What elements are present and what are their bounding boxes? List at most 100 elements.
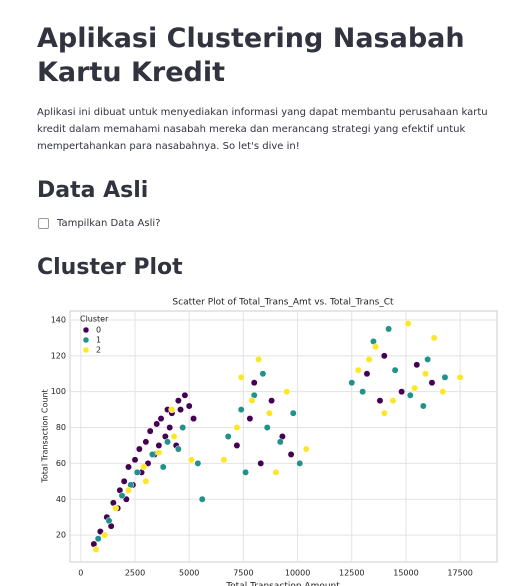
point — [257, 459, 265, 467]
point — [385, 325, 393, 333]
point — [404, 320, 412, 327]
point — [174, 397, 182, 405]
point — [92, 546, 100, 553]
chart-title: Scatter Plot of Total_Trans_Amt vs. Tota… — [172, 298, 394, 308]
point — [174, 445, 182, 453]
point — [365, 355, 373, 363]
point — [289, 409, 297, 417]
checkbox-label[interactable]: Tampilkan Data Asli? — [57, 218, 161, 229]
point — [131, 456, 139, 464]
point — [398, 388, 406, 396]
point — [177, 406, 184, 414]
y-tick-label: 140 — [51, 315, 66, 324]
description: Aplikasi ini dibuat untuk menyediakan in… — [37, 107, 488, 152]
point — [354, 366, 362, 374]
point — [181, 391, 189, 399]
y-tick-label: 80 — [56, 423, 66, 432]
x-tick-label: 5000 — [179, 569, 199, 578]
x-tick-label: 17500 — [447, 569, 472, 578]
point — [428, 379, 436, 387]
point — [276, 438, 284, 446]
y-tick-label: 60 — [56, 459, 66, 468]
point — [380, 409, 388, 417]
y-tick-label: 100 — [51, 387, 66, 396]
point — [302, 445, 310, 453]
point — [187, 456, 195, 464]
point — [287, 450, 295, 458]
point — [441, 373, 449, 381]
point — [359, 388, 367, 396]
point — [372, 343, 380, 351]
legend-title: Cluster — [80, 315, 109, 324]
point — [259, 370, 267, 378]
y-axis-label: Total Transaction Count — [41, 389, 50, 483]
point — [348, 379, 356, 387]
legend-label: 1 — [96, 336, 101, 345]
point — [125, 463, 132, 471]
point — [170, 433, 178, 440]
x-tick-label: 2500 — [125, 569, 145, 578]
point — [224, 433, 232, 440]
point — [430, 334, 438, 342]
point — [411, 384, 419, 392]
y-tick-label: 40 — [56, 495, 66, 504]
point — [263, 424, 271, 431]
x-tick-label: 15000 — [393, 569, 418, 578]
checkbox[interactable]: Tampilkan Data Asli? — [38, 218, 160, 229]
point — [194, 459, 202, 467]
point — [413, 361, 421, 369]
point — [248, 397, 256, 405]
point — [237, 373, 245, 381]
point — [363, 370, 371, 378]
point — [389, 397, 397, 405]
legend-marker — [82, 336, 90, 344]
point — [157, 415, 165, 423]
point — [142, 438, 150, 446]
point — [125, 486, 132, 494]
point — [140, 463, 148, 471]
point — [101, 531, 109, 539]
point — [185, 402, 193, 410]
point — [456, 373, 464, 381]
checkbox-box[interactable] — [38, 218, 49, 229]
point — [133, 468, 141, 476]
point — [422, 370, 429, 378]
point — [220, 456, 228, 464]
point — [391, 366, 399, 374]
legend-label: 0 — [96, 326, 101, 335]
point — [168, 406, 176, 414]
y-tick-label: 20 — [56, 531, 66, 540]
x-axis-label: Total Transaction Amount — [225, 582, 340, 586]
point — [120, 477, 128, 485]
point — [283, 388, 291, 396]
point — [237, 406, 245, 414]
point — [242, 468, 250, 476]
point — [179, 424, 187, 431]
point — [190, 415, 197, 423]
point — [246, 415, 254, 423]
point — [250, 379, 258, 387]
point — [268, 397, 276, 405]
legend-label: 2 — [96, 346, 101, 355]
y-tick-label: 120 — [51, 351, 66, 360]
x-tick-label: 0 — [78, 569, 83, 578]
x-tick-label: 7500 — [233, 569, 253, 578]
point — [159, 463, 167, 471]
point — [153, 420, 161, 428]
point — [142, 477, 150, 485]
point — [118, 492, 126, 500]
legend-marker — [82, 346, 90, 354]
point — [233, 442, 241, 449]
point — [439, 388, 447, 396]
point — [164, 438, 171, 446]
point — [155, 449, 163, 457]
section-heading: Data Asli — [37, 178, 149, 203]
section-heading: Cluster Plot — [37, 255, 183, 280]
point — [155, 442, 163, 449]
point — [146, 427, 154, 435]
point — [105, 517, 113, 525]
point — [166, 424, 174, 431]
point — [112, 504, 119, 512]
x-tick-label: 10000 — [285, 569, 310, 578]
